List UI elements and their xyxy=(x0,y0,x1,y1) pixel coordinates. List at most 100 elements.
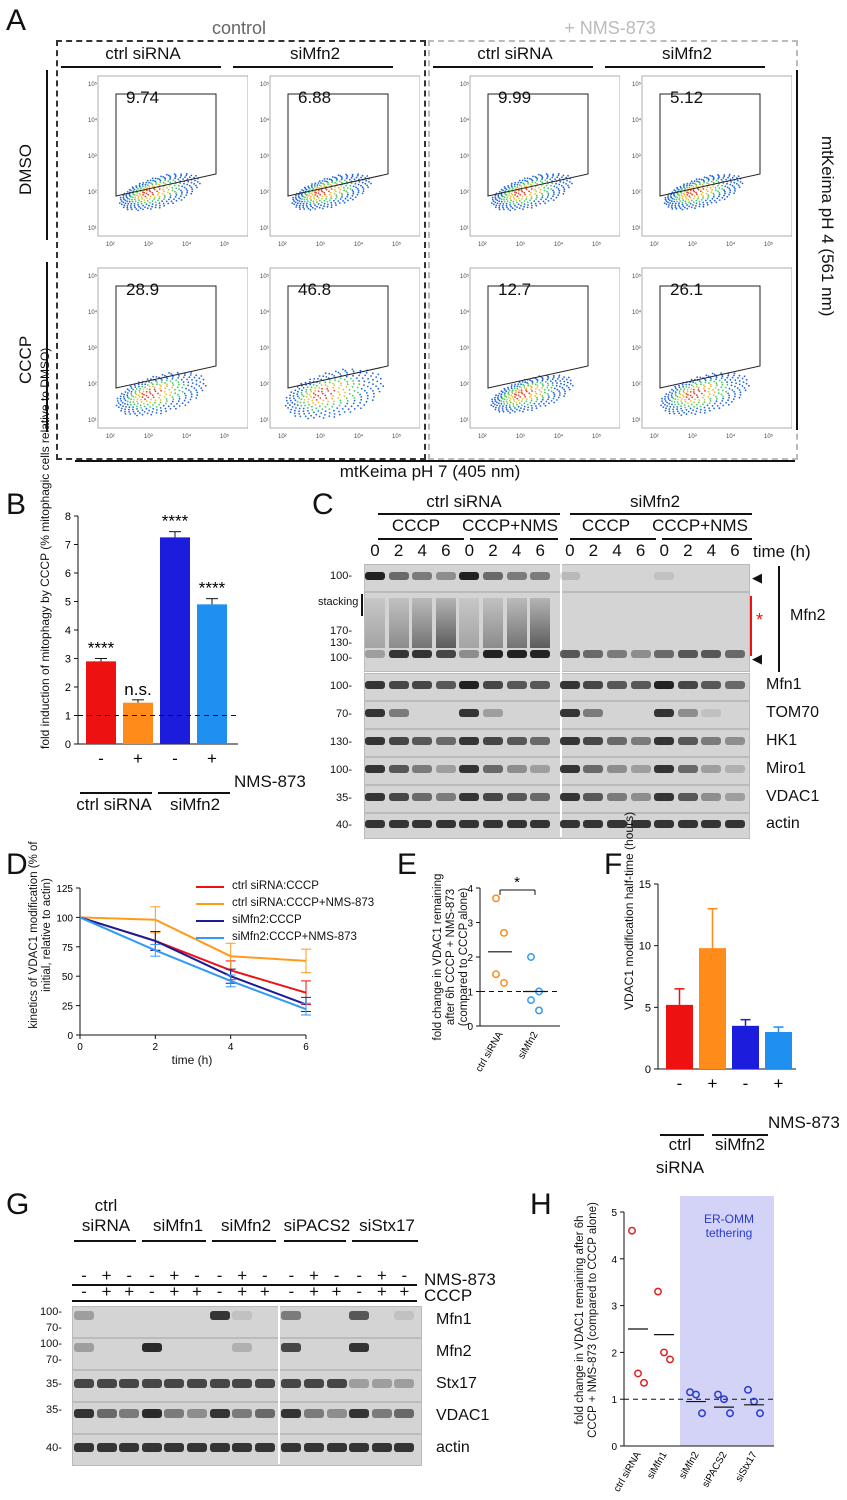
flow-dot xyxy=(685,202,687,205)
flow-dot xyxy=(698,380,701,382)
flow-dot xyxy=(710,201,713,204)
flow-dot xyxy=(541,181,544,184)
flow-dot xyxy=(533,200,536,203)
flow-dot xyxy=(675,198,678,201)
blot-g-cccp-sign: + xyxy=(192,1282,202,1301)
flow-dot xyxy=(339,180,341,183)
flow-dot xyxy=(557,194,560,196)
flow-dot xyxy=(344,179,346,182)
flow-dot xyxy=(302,386,305,389)
flow-dot xyxy=(541,192,543,195)
flow-dot xyxy=(549,178,552,181)
flow-dot xyxy=(496,396,499,399)
flow-dot xyxy=(117,402,120,404)
flow-dot xyxy=(701,191,704,194)
flow-dot xyxy=(333,413,336,415)
flow-dot xyxy=(551,382,554,384)
flow-dot xyxy=(311,399,314,402)
flow-dot xyxy=(198,385,201,387)
flow-dot xyxy=(544,380,547,383)
flow-dot xyxy=(185,194,188,196)
flow-dot xyxy=(322,207,324,210)
flow-dot xyxy=(550,390,553,393)
flow-dot xyxy=(687,410,690,413)
h-point xyxy=(698,1409,706,1418)
b-sig: **** xyxy=(162,512,189,531)
flow-dot xyxy=(524,395,527,398)
blot-g-group-bar xyxy=(142,1240,206,1242)
flow-dot xyxy=(691,193,694,196)
flow-dot xyxy=(331,176,334,178)
flow-dot xyxy=(544,391,546,394)
flow-dot xyxy=(306,194,308,196)
flow-dot xyxy=(142,204,144,207)
flow-dot xyxy=(550,197,553,200)
flow-dot xyxy=(170,391,172,394)
flow-dot xyxy=(176,371,179,374)
flow-dot xyxy=(567,174,569,177)
flow-dot xyxy=(333,400,335,403)
flow-dot xyxy=(695,191,697,194)
flow-dot xyxy=(148,381,150,383)
flow-dot xyxy=(525,390,528,393)
flow-dot xyxy=(730,381,733,384)
flow-dot xyxy=(506,200,509,203)
flow-dot xyxy=(699,190,702,193)
flow-dot xyxy=(156,409,158,411)
flow-dot xyxy=(508,389,511,392)
flow-dot xyxy=(173,184,176,187)
flow-dot xyxy=(324,372,327,375)
flow-dot xyxy=(171,186,174,189)
flow-dot xyxy=(700,193,703,196)
flow-dot xyxy=(723,189,725,192)
mw-g-40: 40- xyxy=(46,1442,62,1454)
flow-dot xyxy=(705,192,708,195)
flow-dot xyxy=(183,182,185,185)
flow-dot xyxy=(677,204,680,207)
flow-dot xyxy=(491,400,494,403)
blot-g-band xyxy=(209,1311,230,1320)
flow-dot xyxy=(316,205,318,208)
flow-dot xyxy=(515,401,518,404)
flow-dot xyxy=(675,394,677,397)
flow-dot xyxy=(178,405,181,407)
flow-dot xyxy=(172,179,175,181)
flow-dot xyxy=(544,202,546,205)
flow-gate-value: 9.74 xyxy=(126,88,160,107)
flow-dot xyxy=(520,387,523,389)
flow-dot xyxy=(727,403,730,406)
flow-tick-y: 10² xyxy=(632,382,641,388)
flow-dot xyxy=(541,395,544,397)
d-xtick-label: 4 xyxy=(228,1042,234,1053)
flow-dot xyxy=(346,187,349,189)
flow-dot xyxy=(309,378,311,381)
blot-c-sub-4: CCCP+NMS xyxy=(652,516,748,535)
flow-dot xyxy=(306,206,309,208)
flow-dot xyxy=(716,197,719,200)
flow-dot xyxy=(155,183,157,185)
flow-dot xyxy=(334,379,336,382)
blot-c-band xyxy=(677,793,698,801)
flow-tick-y: 10¹ xyxy=(88,226,97,232)
flow-dot xyxy=(514,194,516,196)
flow-dot xyxy=(711,372,714,375)
flow-dot xyxy=(692,201,695,204)
flow-dot xyxy=(495,198,497,201)
flow-dot xyxy=(678,196,681,199)
flow-dot xyxy=(527,204,529,206)
flow-dot xyxy=(137,187,139,190)
flow-dot xyxy=(684,406,686,409)
flow-dot xyxy=(558,189,561,192)
flow-tick-x: 10² xyxy=(478,434,487,440)
flow-dot xyxy=(154,386,156,389)
flow-dot xyxy=(339,175,342,177)
blot-c-group-ctrl: ctrl siRNA xyxy=(426,492,502,511)
flow-dot xyxy=(703,412,706,414)
flow-dot xyxy=(315,407,318,410)
flow-dot xyxy=(695,205,697,207)
flow-dot xyxy=(733,192,735,195)
flow-dot xyxy=(130,390,133,393)
flow-dot xyxy=(674,190,677,192)
flow-dot xyxy=(694,398,696,401)
flow-dot xyxy=(531,204,533,207)
